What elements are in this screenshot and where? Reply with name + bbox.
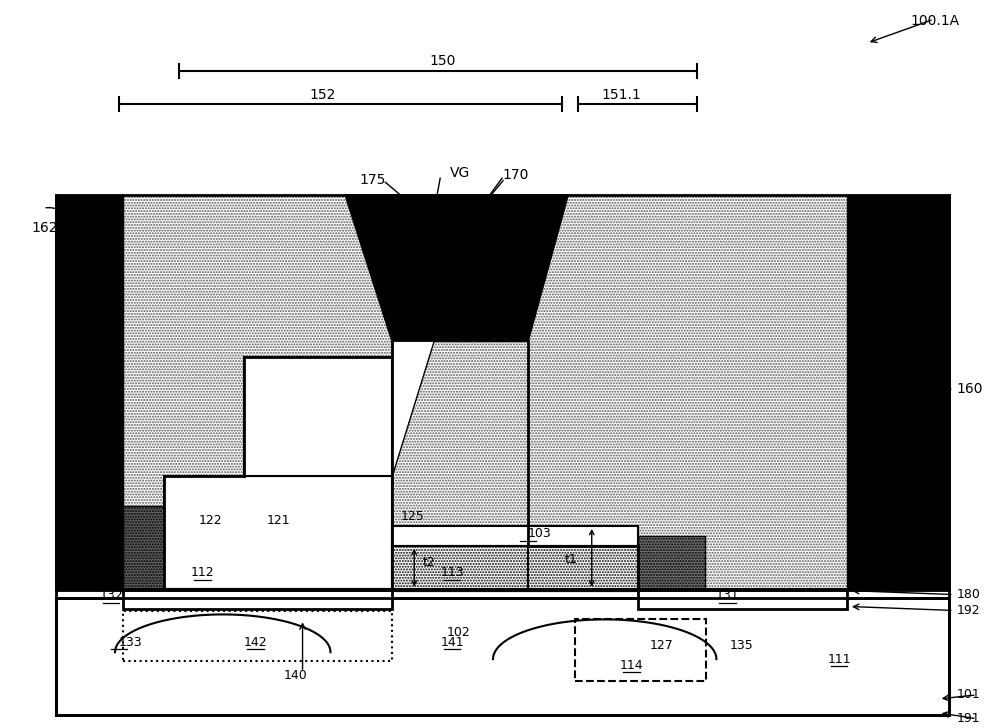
Bar: [56, 195, 949, 590]
Bar: [392, 526, 638, 546]
Bar: [56, 195, 949, 590]
Text: 112: 112: [191, 566, 215, 579]
Text: 140: 140: [284, 668, 307, 681]
Polygon shape: [123, 506, 164, 590]
Text: t1: t1: [565, 553, 578, 566]
Text: 133: 133: [119, 636, 143, 649]
Text: 125: 125: [400, 510, 424, 523]
Text: 135: 135: [729, 638, 753, 652]
Bar: [638, 590, 847, 609]
Text: 191: 191: [957, 712, 980, 725]
Text: 101: 101: [957, 689, 980, 701]
Text: 102: 102: [446, 626, 470, 639]
Text: 141: 141: [440, 636, 464, 649]
Text: VG: VG: [450, 166, 470, 181]
Text: 161: 161: [921, 221, 947, 235]
Text: 113: 113: [440, 566, 464, 579]
Polygon shape: [392, 341, 434, 476]
Text: 103: 103: [528, 528, 552, 540]
Text: 142: 142: [244, 636, 267, 649]
Polygon shape: [345, 195, 568, 341]
Text: 111: 111: [827, 653, 851, 665]
Bar: [244, 357, 392, 476]
Text: t2: t2: [422, 556, 435, 569]
Text: 160: 160: [957, 382, 983, 396]
Text: 125: 125: [87, 510, 111, 523]
Text: 151.1: 151.1: [602, 88, 642, 102]
Bar: [123, 590, 392, 609]
Text: 132: 132: [99, 589, 123, 602]
Bar: [56, 598, 949, 715]
Bar: [638, 536, 705, 590]
Text: 150: 150: [429, 54, 455, 68]
Bar: [56, 195, 949, 590]
Text: 100.1A: 100.1A: [911, 15, 960, 28]
Text: 121: 121: [267, 513, 290, 526]
Text: 114: 114: [620, 659, 643, 672]
Bar: [575, 620, 706, 681]
Text: 175: 175: [359, 173, 385, 187]
Text: 162: 162: [31, 221, 58, 235]
Text: 152: 152: [309, 88, 336, 102]
Bar: [164, 476, 392, 590]
Text: 131: 131: [716, 589, 739, 602]
Bar: [528, 546, 638, 590]
Text: 180: 180: [957, 588, 981, 601]
Bar: [123, 612, 392, 661]
Text: 170: 170: [502, 168, 528, 182]
Text: 192: 192: [957, 604, 980, 617]
Text: 122: 122: [199, 513, 223, 526]
Bar: [392, 546, 528, 590]
Text: 127: 127: [650, 638, 673, 652]
Bar: [847, 195, 949, 590]
Bar: [56, 195, 123, 590]
